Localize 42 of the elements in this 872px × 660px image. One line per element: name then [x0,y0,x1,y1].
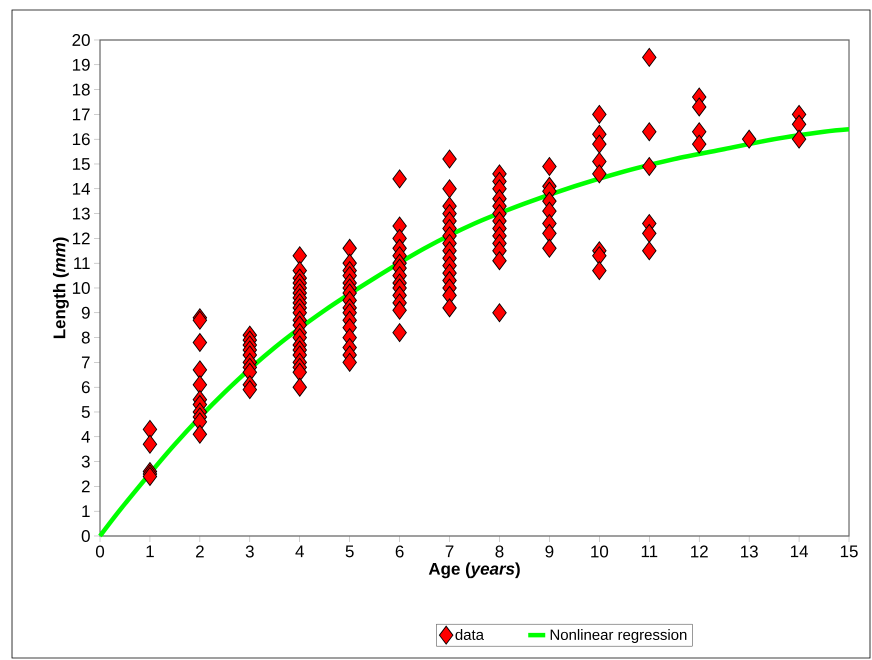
legend-label: Nonlinear regression [550,629,686,643]
x-tick-label: 15 [840,546,858,558]
x-tick-label: 9 [546,546,554,558]
y-tick-label: 1 [82,505,90,518]
x-tick-label: 6 [396,546,404,558]
y-tick-label: 20 [72,34,90,46]
y-tick-label: 18 [72,84,90,96]
text: Length (mm) [52,238,69,338]
x-tick-label: 13 [741,546,758,558]
y-tick-label: 14 [72,182,90,195]
x-tick-label: 3 [246,546,254,558]
text: Age (years) [428,562,520,578]
x-tick-label: 5 [346,546,354,558]
y-tick-label: 17 [72,108,90,120]
x-tick-label: 1 [146,546,154,558]
y-tick-label: 13 [72,208,90,220]
y-tick-label: 6 [82,381,90,394]
x-tick-label: 8 [496,546,504,558]
y-tick-label: 15 [72,158,90,170]
y-tick-label: 4 [81,430,90,443]
x-tick-label: 2 [196,546,204,558]
x-tick-label: 11 [642,546,658,558]
x-tick-label: 12 [691,546,708,558]
y-tick-label: 5 [82,406,90,418]
legend-label: data [456,629,484,640]
x-tick-label: 4 [295,546,304,558]
y-tick-label: 10 [72,282,90,294]
y-tick-label: 7 [82,356,90,368]
x-tick-label: 7 [446,546,454,558]
y-tick-label: 0 [82,530,90,542]
y-tick-label: 16 [72,133,90,146]
y-tick-label: 3 [82,456,90,468]
line-series [98,127,852,538]
x-tick-label: 0 [96,546,104,558]
y-tick-label: 11 [74,257,90,270]
y-tick-label: 12 [72,232,90,244]
x-tick-label: 14 [790,546,808,558]
x-tick-label: 10 [591,546,608,558]
y-tick-label: 9 [82,306,90,319]
y-tick-label: 2 [82,480,90,492]
y-tick-label: 8 [82,332,90,344]
y-tick-label: 19 [72,58,90,71]
